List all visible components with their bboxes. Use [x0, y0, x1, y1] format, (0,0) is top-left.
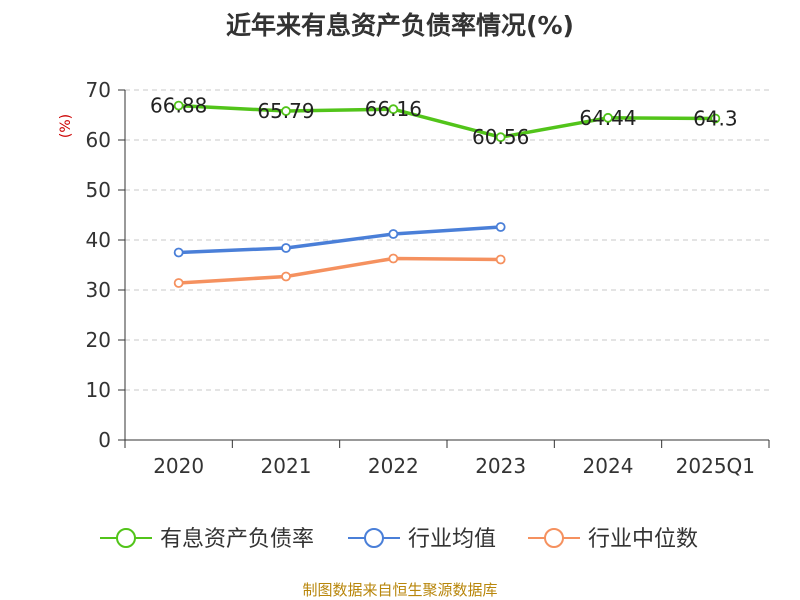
series-lines: [173, 100, 721, 288]
legend-item: 行业中位数: [528, 527, 698, 552]
legend-marker: [364, 528, 384, 548]
data-point: [173, 278, 184, 288]
data-label: 66.16: [365, 97, 422, 121]
data-point: [281, 106, 291, 116]
data-point: [281, 271, 291, 282]
series-line: [178, 256, 501, 285]
legend-item: 有息资产负债率: [100, 527, 314, 552]
data-point: [173, 247, 184, 258]
x-tick-label: 2021: [261, 454, 312, 478]
data-labels: 66.88 65.79 66.16 60.56 64.44 64.3: [150, 94, 738, 150]
legend-marker: [544, 528, 564, 548]
data-label: 65.79: [257, 99, 314, 123]
data-point: [388, 253, 399, 264]
data-point: [388, 229, 399, 239]
axes: [118, 89, 770, 448]
legend-marker: [116, 528, 136, 548]
data-label: 64.3: [693, 107, 738, 131]
y-tick-label: 50: [86, 178, 111, 202]
data-point: [710, 113, 721, 124]
data-point: [495, 132, 506, 143]
y-tick-label: 20: [86, 328, 111, 352]
data-label: 64.44: [579, 106, 636, 130]
data-point: [603, 112, 613, 123]
data-source-note: 制图数据来自恒生聚源数据库: [302, 581, 497, 599]
series-line: [178, 103, 716, 139]
data-point: [173, 100, 184, 111]
y-tick-label: 10: [86, 378, 111, 402]
y-tick-label: 60: [86, 128, 111, 152]
x-axis-ticks: 2020 2021 2022 2023 2024 2025Q1: [153, 454, 755, 478]
chart-title: 近年来有息资产负债率情况(%): [226, 11, 574, 40]
grid-lines: [125, 89, 769, 391]
data-label: 60.56: [472, 125, 529, 149]
y-tick-label: 40: [86, 228, 111, 252]
y-axis-label: (%): [58, 114, 74, 138]
x-tick-label: 2025Q1: [676, 454, 755, 478]
legend-item: 行业均值: [348, 527, 496, 552]
legend: 有息资产负债率 行业均值 行业中位数: [100, 527, 698, 552]
legend-label: 行业均值: [408, 527, 496, 552]
y-tick-label: 0: [98, 428, 111, 452]
legend-label: 有息资产负债率: [160, 527, 314, 552]
x-tick-label: 2024: [583, 454, 634, 478]
x-tick-label: 2020: [153, 454, 204, 478]
data-point: [495, 254, 506, 265]
data-label: 66.88: [150, 94, 207, 118]
y-axis-ticks: 0 10 20 30 40 50 60 70: [86, 78, 111, 452]
y-tick-label: 30: [86, 278, 111, 302]
y-tick-label: 70: [86, 78, 111, 102]
x-tick-label: 2023: [475, 454, 526, 478]
data-point: [495, 222, 506, 232]
x-tick-label: 2022: [368, 454, 419, 478]
legend-label: 行业中位数: [588, 527, 698, 552]
data-point: [281, 243, 291, 253]
data-point: [388, 104, 399, 115]
series-line: [178, 225, 501, 255]
